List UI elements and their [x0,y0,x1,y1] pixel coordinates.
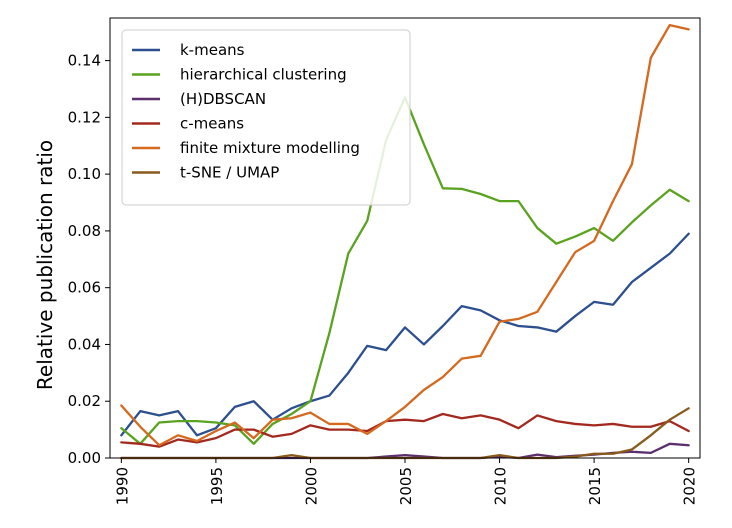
y-axis-title: Relative publication ratio [33,140,57,390]
y-tick-label: 0.04 [68,335,101,353]
x-tick-label: 2000 [302,467,320,505]
y-tick-label: 0.12 [68,108,101,126]
series-line-4 [120,23,690,447]
legend-label: (H)DBSCAN [180,90,266,108]
y-tick-label: 0.08 [68,222,101,240]
y-tick-label: 0.06 [68,279,101,297]
y-tick-label: 0.14 [68,52,101,70]
legend-label: t-SNE / UMAP [180,164,279,182]
series-line-0 [120,232,690,437]
legend-box [121,29,411,206]
legend: k-means hierarchical clustering (H)DBSCAN c… [121,29,411,206]
y-axis: 0.00 0.02 0.04 0.06 0.08 0.10 0.12 0.14 [68,52,110,467]
x-tick-label: 2010 [492,467,510,505]
x-tick-label: 2015 [586,467,604,505]
x-tick-label: 1990 [113,467,131,505]
legend-label: k-means [180,41,245,59]
y-tick-label: 0.00 [68,449,101,467]
x-tick-label: 2005 [397,467,415,505]
x-tick-label: 2020 [681,467,699,505]
y-tick-label: 0.02 [68,392,101,410]
legend-label: c-means [180,115,244,133]
series-line-3 [120,412,690,448]
x-axis: 1990 1995 2000 2005 2010 2015 2020 [113,458,699,505]
legend-label: hierarchical clustering [180,66,347,84]
x-tick-label: 1995 [208,467,226,505]
legend-label: finite mixture modelling [180,139,360,157]
y-tick-label: 0.10 [68,165,101,183]
